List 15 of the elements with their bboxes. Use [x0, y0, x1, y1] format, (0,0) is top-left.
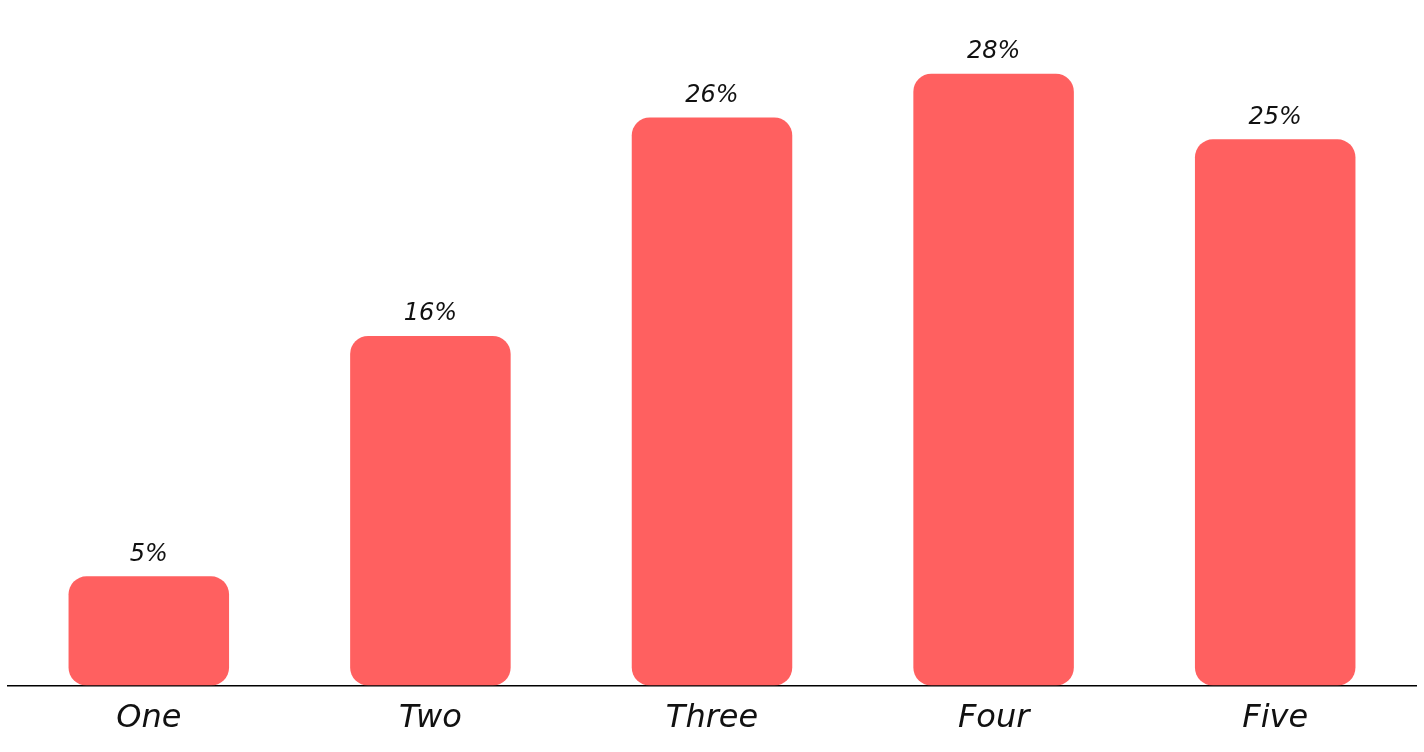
data-label: 5%: [129, 538, 168, 567]
bar: [913, 73, 1074, 686]
bar: [350, 335, 511, 686]
x-tick-label: Five: [1242, 697, 1309, 736]
x-tick-label: Three: [665, 697, 759, 736]
x-tick-label: One: [116, 697, 182, 736]
x-tick-label: Two: [399, 697, 462, 736]
data-label: 16%: [403, 298, 458, 327]
data-label: 26%: [685, 79, 739, 108]
bar: [631, 117, 793, 686]
bar: [1194, 139, 1356, 686]
x-tick-label: Four: [957, 697, 1032, 736]
data-label: 28%: [966, 35, 1021, 64]
bar: [68, 576, 230, 686]
data-label: 25%: [1248, 101, 1302, 130]
